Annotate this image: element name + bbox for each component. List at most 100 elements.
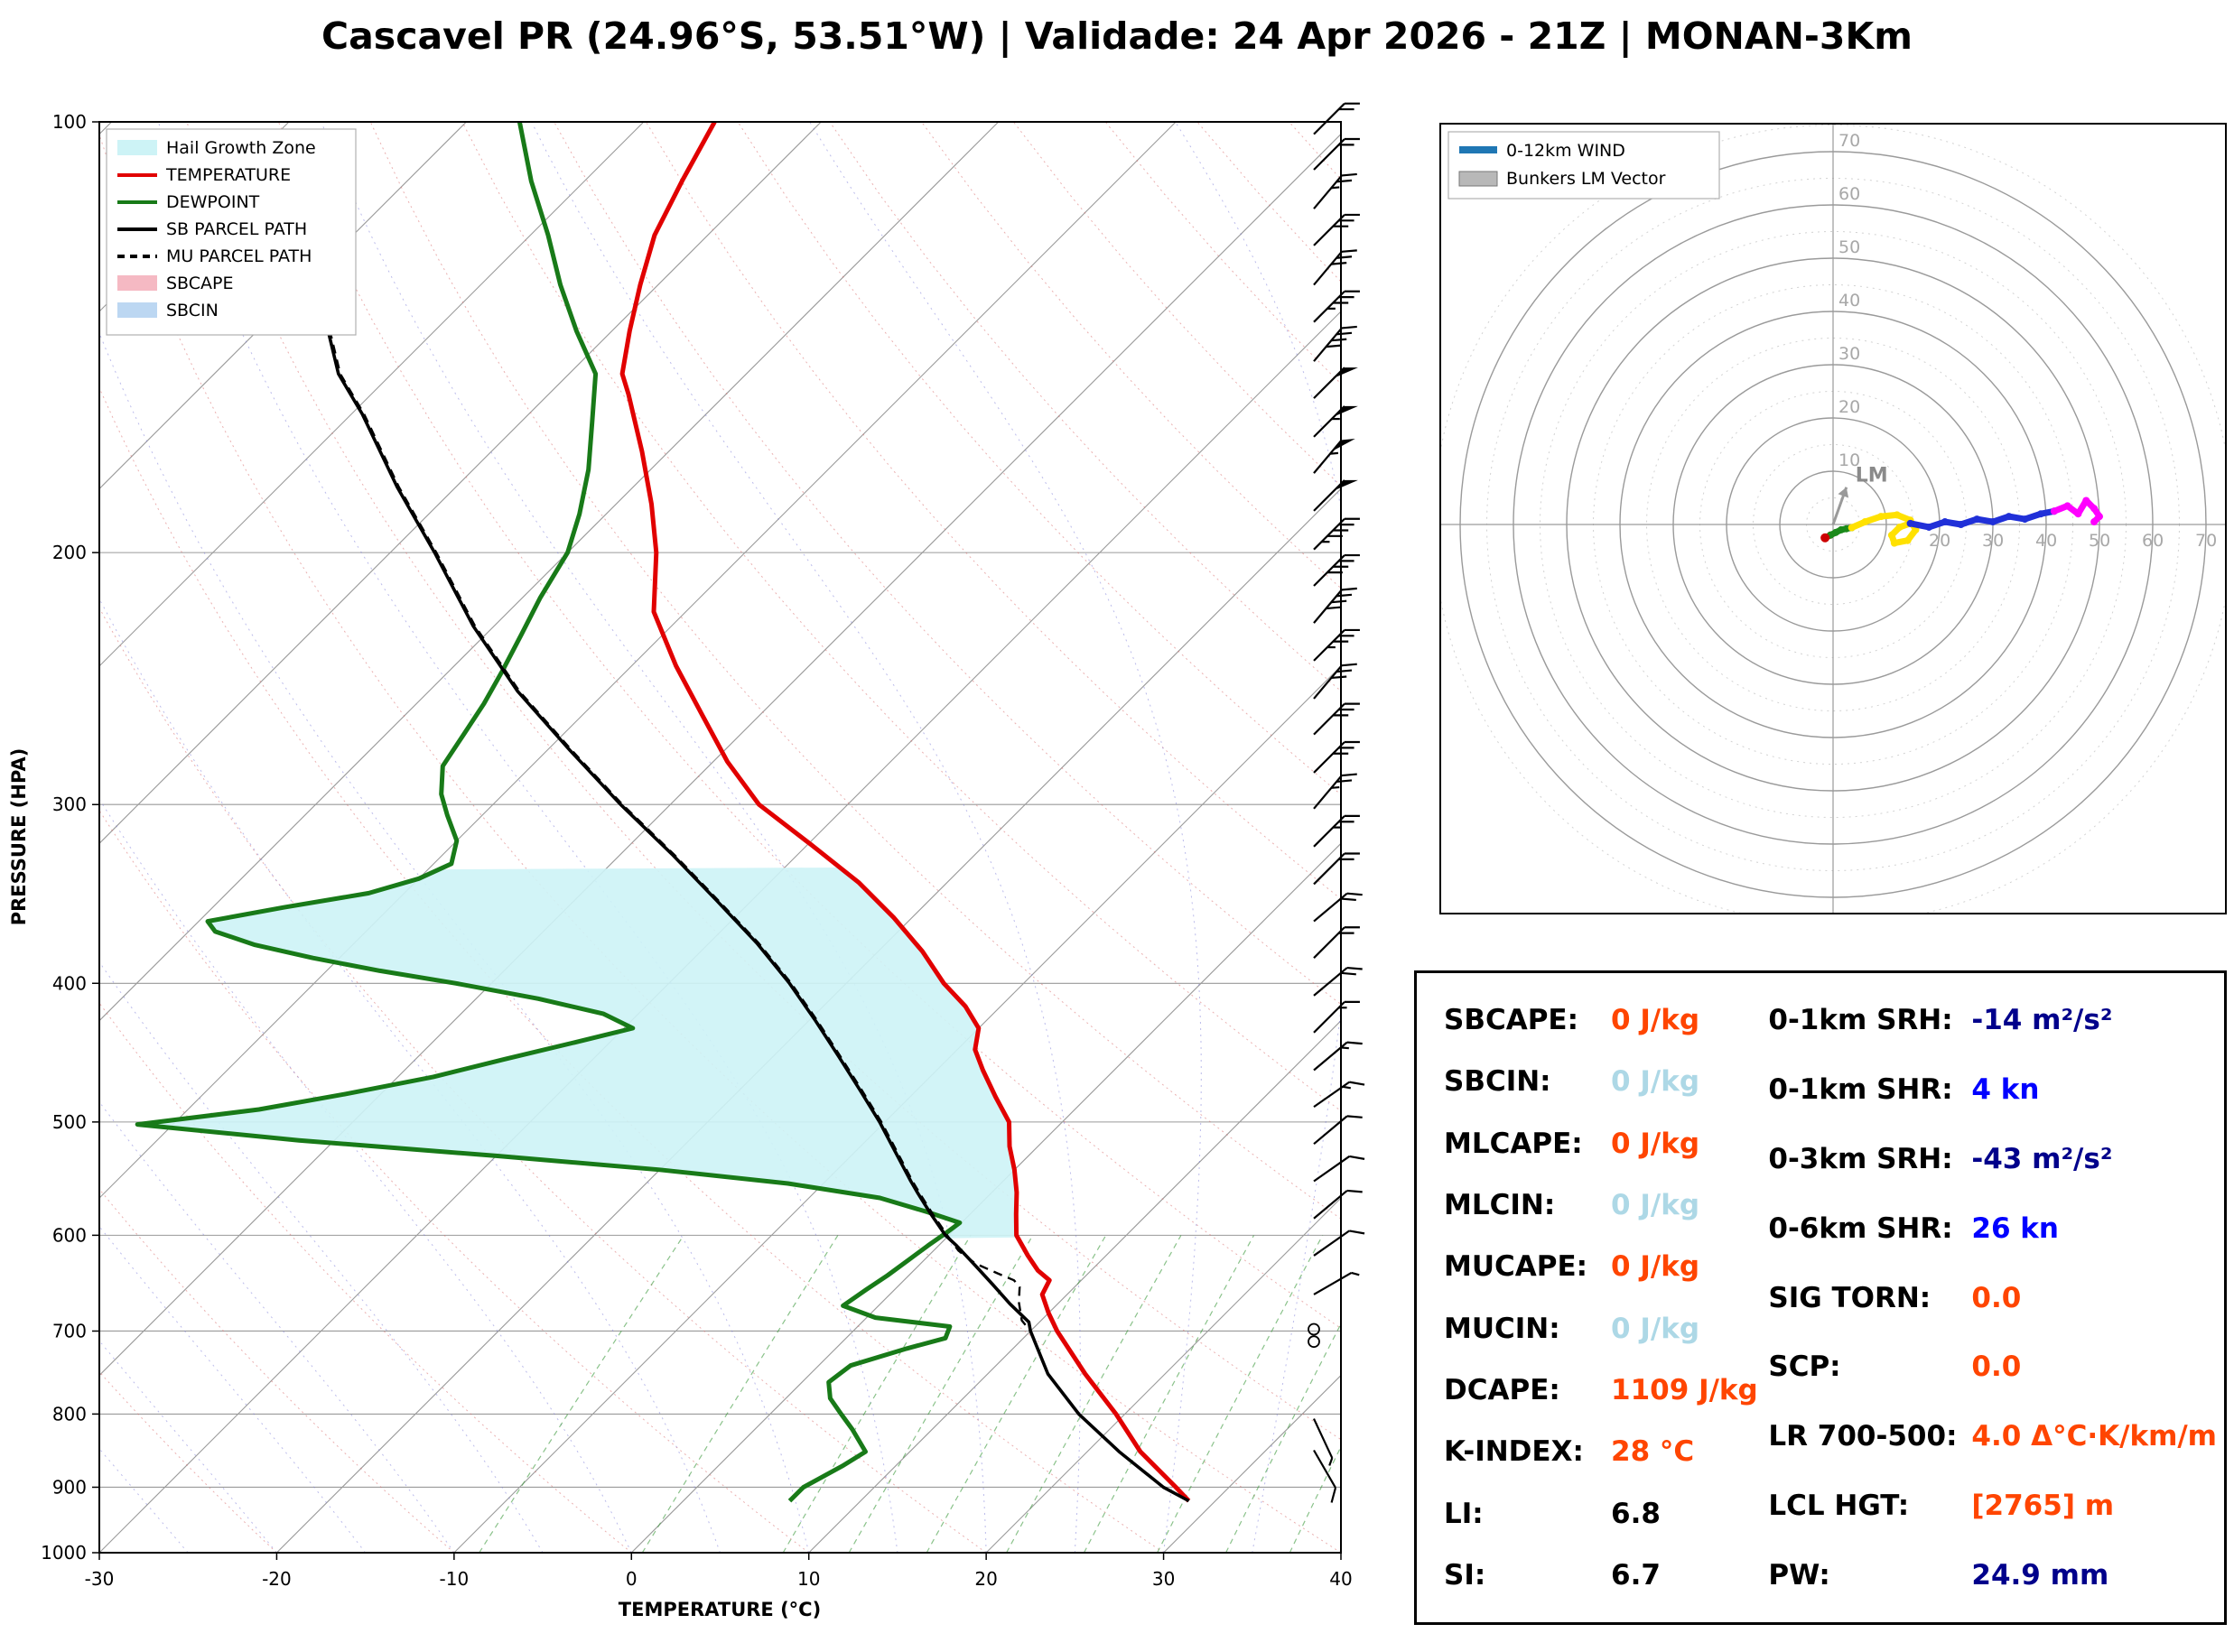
svg-text:-30: -30 [85,1568,115,1590]
svg-text:100: 100 [52,111,87,133]
svg-text:1000: 1000 [41,1542,87,1564]
stat-value: 4.0 Δ°C·K/km/m [1971,1420,2217,1453]
stat-value: 1109 J/kg [1611,1373,1758,1406]
stat-value: 28 °C [1611,1435,1695,1469]
stat-label: SBCAPE: [1444,1004,1578,1036]
svg-text:DEWPOINT: DEWPOINT [166,192,260,212]
stat-value: -43 m²/s² [1971,1142,2113,1175]
hodograph-chart: 10 20 30 40 50 60 70 20 30 40 50 60 70 LM 0-12km WIND B… [1439,123,2227,914]
svg-text:70: 70 [2195,531,2217,551]
svg-text:600: 600 [52,1224,87,1246]
stat-label: SBCIN: [1444,1065,1551,1099]
stat-row: LCL HGT: [2765] m [1768,1490,2217,1522]
svg-text:70: 70 [1838,131,1860,151]
stat-row: LR 700-500: 4.0 Δ°C·K/km/m [1768,1420,2217,1452]
stat-row: MLCIN: 0 J/kg [1444,1189,1768,1221]
stat-row: SBCAPE: 0 J/kg [1444,1004,1768,1036]
stat-label: MLCIN: [1444,1188,1556,1221]
stat-row: PW: 24.9 mm [1768,1559,2217,1592]
svg-text:20: 20 [1929,531,1950,551]
svg-text:60: 60 [1838,184,1860,204]
svg-text:30: 30 [1982,531,2004,551]
svg-text:900: 900 [52,1476,87,1498]
stat-value: 6.8 [1611,1497,1661,1530]
stat-value: -14 m²/s² [1971,1004,2113,1036]
svg-text:500: 500 [52,1111,87,1133]
stat-value: 0 J/kg [1611,1127,1700,1160]
svg-text:40: 40 [1329,1568,1352,1590]
svg-text:40: 40 [2035,531,2057,551]
svg-text:400: 400 [52,972,87,994]
svg-text:20: 20 [974,1568,997,1590]
stat-label: 0-1km SHR: [1768,1072,1953,1106]
x-axis-label: TEMPERATURE (°C) [619,1599,821,1620]
stat-label: MLCAPE: [1444,1127,1583,1160]
stat-value: 26 kn [1971,1211,2059,1245]
stat-row: LI: 6.8 [1444,1498,1768,1530]
stat-value: 0 J/kg [1611,1250,1700,1284]
stat-label: K-INDEX: [1444,1435,1584,1469]
stat-value: 0 J/kg [1611,1312,1700,1345]
svg-text:50: 50 [2089,531,2110,551]
stat-value: 0 J/kg [1611,1188,1700,1221]
stat-row: SBCIN: 0 J/kg [1444,1065,1768,1098]
stat-label: PW: [1768,1559,1830,1592]
svg-text:50: 50 [1838,237,1860,257]
svg-text:TEMPERATURE: TEMPERATURE [165,165,291,185]
stat-row: 0-6km SHR: 26 kn [1768,1212,2217,1245]
stat-label: LI: [1444,1497,1484,1530]
svg-text:-10: -10 [440,1568,470,1590]
stats-column: 0-1km SRH: -14 m²/s² 0-1km SHR: 4 kn 0-3km S… [1768,1004,2217,1592]
stat-label: MUCAPE: [1444,1250,1588,1284]
stat-value: 4 kn [1971,1072,2040,1106]
stat-value: 0 J/kg [1611,1004,1700,1036]
stat-value: 6.7 [1611,1558,1661,1592]
stat-row: MLCAPE: 0 J/kg [1444,1128,1768,1160]
stat-label: 0-6km SHR: [1768,1211,1953,1245]
stat-row: MUCAPE: 0 J/kg [1444,1250,1768,1283]
stat-row: K-INDEX: 28 °C [1444,1435,1768,1468]
stat-label: SI: [1444,1558,1486,1592]
stat-label: SIG TORN: [1768,1281,1931,1314]
stat-row: SI: 6.7 [1444,1559,1768,1592]
svg-text:0-12km WIND: 0-12km WIND [1506,141,1625,161]
svg-text:800: 800 [52,1403,87,1425]
stat-value: [2765] m [1971,1490,2115,1523]
stat-row: 0-3km SRH: -43 m²/s² [1768,1143,2217,1175]
stat-label: SCP: [1768,1350,1841,1384]
stat-row: 0-1km SHR: 4 kn [1768,1073,2217,1106]
svg-text:Bunkers LM Vector: Bunkers LM Vector [1506,169,1666,189]
stat-label: LR 700-500: [1768,1420,1958,1453]
svg-text:700: 700 [52,1320,87,1341]
stat-row: DCAPE: 1109 J/kg [1444,1374,1768,1406]
stat-label: MUCIN: [1444,1312,1560,1345]
svg-text:SB PARCEL PATH: SB PARCEL PATH [166,219,307,239]
stat-row: MUCIN: 0 J/kg [1444,1313,1768,1345]
svg-text:MU PARCEL PATH: MU PARCEL PATH [166,246,312,266]
svg-text:-20: -20 [262,1568,292,1590]
svg-text:200: 200 [52,542,87,563]
svg-text:40: 40 [1838,291,1860,311]
svg-text:0: 0 [626,1568,638,1590]
stat-row: SCP: 0.0 [1768,1350,2217,1383]
svg-text:30: 30 [1838,344,1860,364]
svg-text:20: 20 [1838,397,1860,417]
svg-text:SBCIN: SBCIN [166,301,219,320]
stats-panel: SBCAPE: 0 J/kg SBCIN: 0 J/kg MLCAPE: 0 J/kg ML… [1414,970,2227,1625]
svg-text:SBCAPE: SBCAPE [166,274,234,293]
svg-text:10: 10 [797,1568,820,1590]
stat-label: DCAPE: [1444,1373,1560,1406]
svg-text:LM: LM [1856,465,1888,487]
stat-value: 24.9 mm [1971,1559,2109,1592]
stat-row: 0-1km SRH: -14 m²/s² [1768,1004,2217,1036]
stat-value: 0.0 [1971,1281,2022,1314]
stat-label: LCL HGT: [1768,1490,1910,1523]
stat-label: 0-1km SRH: [1768,1004,1953,1036]
stat-value: 0.0 [1971,1350,2022,1384]
stat-value: 0 J/kg [1611,1065,1700,1099]
stat-label: 0-3km SRH: [1768,1142,1953,1175]
stat-row: SIG TORN: 0.0 [1768,1282,2217,1314]
page-title: Cascavel PR (24.96°S, 53.51°W) | Validad… [321,14,1913,58]
svg-text:Hail Growth Zone: Hail Growth Zone [166,138,316,158]
